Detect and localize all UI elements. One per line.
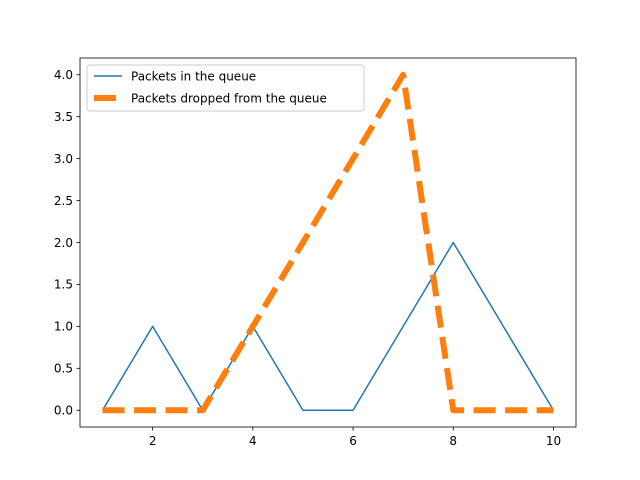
y-tick-label: 0.5 (54, 362, 73, 376)
series-line-2 (102, 71, 554, 414)
y-tick-label: 1.5 (54, 278, 73, 292)
legend-label-2: Packets dropped from the queue (131, 91, 327, 105)
x-tick-label: 8 (449, 434, 457, 448)
x-tick-label: 6 (349, 434, 357, 448)
y-tick-label: 1.0 (54, 320, 73, 334)
y-tick-label: 0.0 (54, 404, 73, 418)
x-tick-label: 2 (149, 434, 157, 448)
y-tick-label: 2.0 (54, 236, 73, 250)
x-tick-label: 10 (546, 434, 561, 448)
legend-box (86, 64, 365, 112)
y-tick-label: 4.0 (54, 68, 73, 82)
legend: Packets in the queue Packets dropped from… (86, 64, 365, 112)
y-axis: 0.0 0.5 1.0 1.5 2.0 2.5 3.0 3.5 4.0 (54, 68, 80, 418)
series-line-1 (101, 241, 555, 411)
x-tick-label: 4 (249, 434, 257, 448)
y-tick-label: 2.5 (54, 194, 73, 208)
y-tick-label: 3.5 (54, 110, 73, 124)
legend-label-1: Packets in the queue (131, 69, 256, 83)
y-tick-label: 3.0 (54, 152, 73, 166)
x-axis: 2 4 6 8 10 (149, 427, 561, 448)
